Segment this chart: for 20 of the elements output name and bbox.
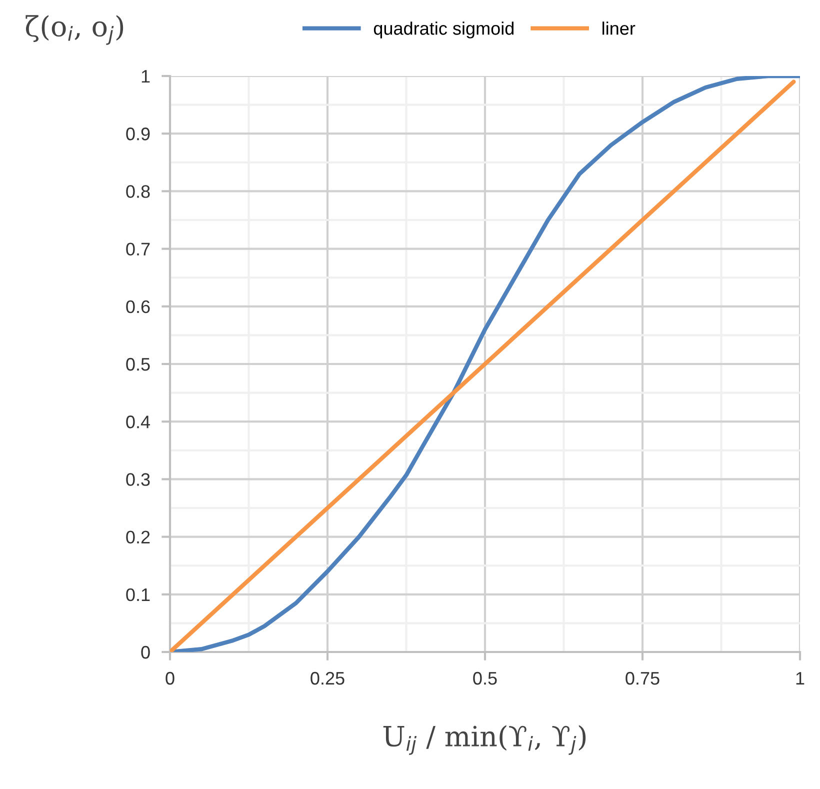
y-tick-label: 0.7 (126, 242, 150, 256)
y-tick-label: 0.8 (126, 185, 150, 198)
y-axis-title: ζ(o$_{i}$, o$_{j}$) (26, 15, 124, 45)
x-tick-label: 0 (166, 672, 174, 685)
x-tick-label: 0.75 (626, 672, 660, 685)
legend-label: liner (602, 22, 636, 35)
y-tick-label: 0.9 (126, 128, 150, 140)
y-tick-label: 0.4 (126, 416, 150, 428)
y-tick-label: 0.3 (126, 473, 150, 486)
x-tick-label: 0.25 (310, 672, 344, 685)
y-tick-label: 1 (142, 70, 150, 83)
y-tick-label: 0.5 (126, 358, 150, 371)
y-tick-label: 0.1 (126, 588, 150, 602)
y-tick-label: 0 (141, 646, 150, 659)
y-tick-label: 0.2 (126, 530, 150, 544)
x-axis-title: U$_{ij}$ / min(ϒ$_{i}$, ϒ$_{j}$) (383, 725, 586, 755)
x-tick-label: 0.5 (473, 672, 497, 685)
x-tick-label: 1 (796, 672, 804, 685)
y-tick-label: 0.6 (126, 300, 150, 314)
legend-label: quadratic sigmoid (374, 22, 514, 38)
